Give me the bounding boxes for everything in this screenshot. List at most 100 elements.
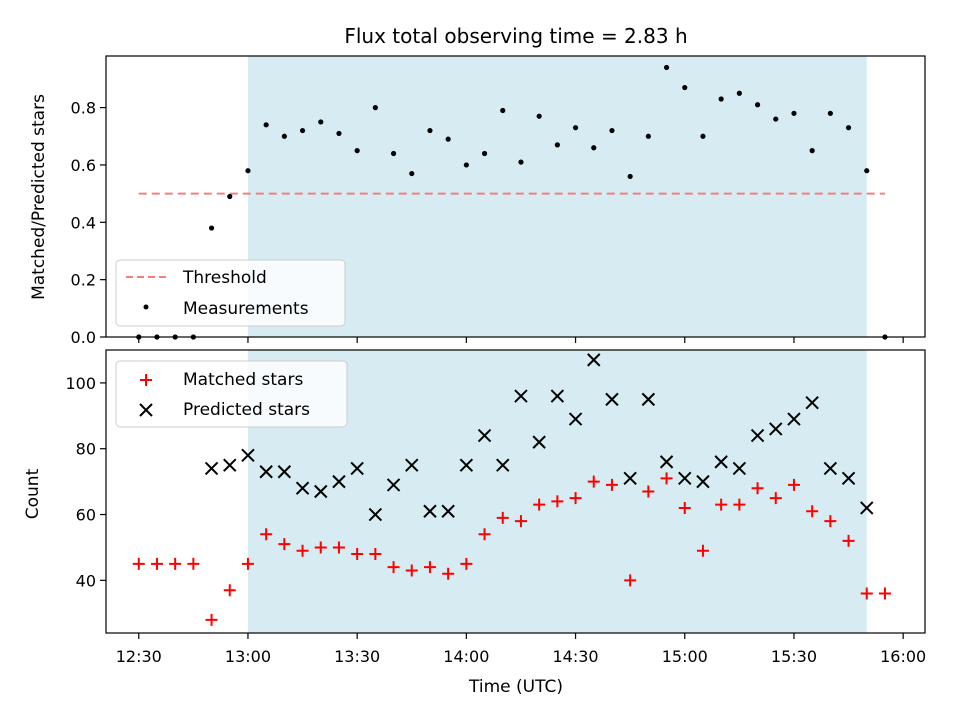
measurement-point [427,127,433,134]
measurement-point [245,168,251,174]
matched-stars-point [423,561,436,574]
predicted-stars-point [805,395,819,410]
bottom-legend-predicted-label: Predicted stars [183,400,310,420]
matched-stars-point [642,485,655,498]
matched-stars-point [569,492,582,505]
predicted-stars-point [204,461,219,476]
matched-stars-point [878,587,891,600]
measurement-point [591,145,597,151]
matched-stars-point [587,475,600,488]
bottom-series-0 [132,472,891,626]
matched-stars-point [351,548,364,561]
predicted-stars-point [405,458,419,472]
matched-stars-point [478,528,491,541]
matched-stars-point [787,478,800,491]
measurement-point [481,150,488,157]
top-series-0 [136,64,888,340]
predicted-stars-point [605,392,619,407]
x-tick-label: 12:30 [116,647,162,666]
top-legend: Threshold Measurements [115,259,346,327]
matched-stars-point [496,511,509,524]
measurement-point [318,119,324,125]
matched-stars-point [223,584,236,597]
predicted-stars-point [259,465,273,479]
measurement-point [700,133,706,139]
predicted-stars-point [623,471,637,486]
top-y-tick-label: 0.0 [71,328,96,347]
measurement-point [409,170,415,177]
predicted-stars-point [732,461,747,476]
bottom-legend-matched-swatch [140,374,152,386]
bottom-y-tick-label: 80 [76,440,96,459]
predicted-stars-point [714,455,728,469]
measurement-point [736,90,742,96]
predicted-stars-point [314,484,328,499]
bottom-legend-matched-label: Matched stars [183,370,303,390]
matched-stars-point [442,567,455,580]
predicted-stars-point [459,458,474,472]
matched-stars-point [278,538,291,551]
bottom-legend-predicted-swatch [139,403,153,417]
measurement-point [554,142,560,148]
top-legend-box [115,259,346,327]
measurement-point [263,122,269,128]
matched-stars-point [387,561,400,574]
predicted-stars-point [568,412,583,426]
x-tick-label: 16:00 [880,647,926,666]
matched-stars-point [314,541,327,554]
measurement-point [227,193,233,200]
top-shaded-span [247,56,867,337]
bottom-panel: 40 60 80 100 12:30 13:00 13:30 14:00 14:30 15:00 1… [65,349,926,666]
matched-stars-point [241,557,254,570]
predicted-stars-point [277,465,292,479]
matched-stars-point [405,564,418,577]
measurement-point [773,116,779,122]
x-tick-label: 13:30 [334,647,380,666]
matched-stars-point [460,557,473,570]
predicted-stars-point [823,461,838,476]
matched-stars-point [296,544,309,557]
bottom-y-tick-label: 40 [76,571,96,590]
matched-stars-point [806,505,819,518]
matched-stars-point [369,548,382,561]
bottom-series-1 [204,353,874,522]
predicted-stars-point [587,353,601,367]
top-y-tick-label: 0.6 [71,156,96,175]
matched-stars-point [842,534,855,547]
x-tick-label: 14:00 [443,647,489,666]
matched-stars-point [860,587,873,600]
predicted-stars-point [532,435,546,449]
bottom-legend: Matched stars Predicted stars [115,360,348,428]
predicted-stars-point [423,504,437,518]
predicted-stars-point [514,389,528,403]
predicted-stars-point [332,474,346,489]
measurement-point [754,102,761,108]
predicted-stars-point [386,478,401,492]
bottom-legend-box [115,360,348,428]
measurement-point [572,125,579,131]
measurement-point [463,162,469,168]
top-legend-threshold-label: Threshold [182,268,267,288]
measurement-point [390,150,397,157]
matched-stars-point [624,574,637,587]
predicted-stars-point [841,471,856,486]
measurement-point [791,110,797,116]
matched-stars-point [169,557,182,570]
top-y-tick-label: 0.4 [71,213,96,232]
matched-stars-point [715,498,728,511]
x-axis-label: Time (UTC) [468,677,563,697]
x-tick-label: 14:30 [553,647,599,666]
top-y-tick-label: 0.8 [71,99,96,118]
measurement-point [281,133,287,139]
measurement-point [809,148,815,154]
predicted-stars-point [368,507,383,522]
matched-stars-point [533,498,546,511]
top-legend-measurements-label: Measurements [183,299,309,319]
measurement-point [609,127,615,134]
measurement-point [536,113,542,119]
measurement-point [299,127,306,134]
predicted-stars-point [787,412,801,426]
x-tick-label: 13:00 [225,647,271,666]
bottom-y-tick-label: 60 [76,506,96,525]
